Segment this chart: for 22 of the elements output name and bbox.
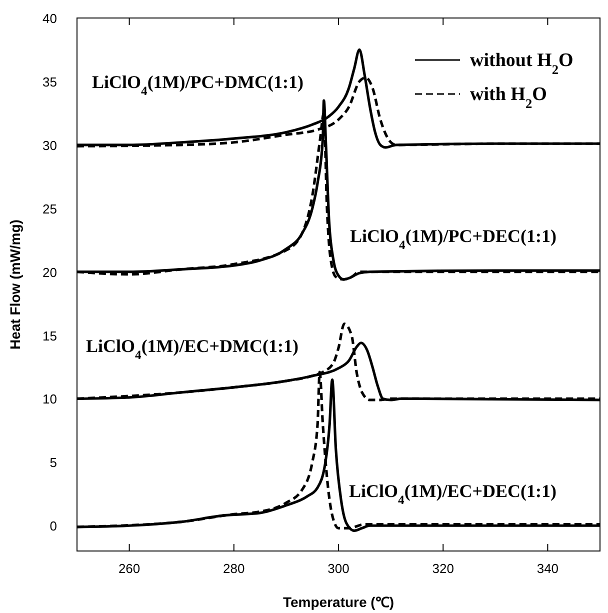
y-tick-label: 35 — [42, 74, 57, 90]
x-tick-label: 320 — [432, 561, 454, 576]
y-tick-label: 30 — [42, 138, 57, 153]
x-tick-label: 260 — [118, 561, 140, 576]
y-tick-label: 15 — [42, 328, 57, 344]
y-axis-title: Heat Flow (mW/mg) — [7, 220, 23, 350]
legend-label: without H$_{2}$O — [470, 50, 574, 76]
x-tick-label: 340 — [536, 561, 559, 576]
x-tick-label: 280 — [223, 561, 245, 576]
y-tick-label: 40 — [42, 11, 57, 26]
x-axis-title: Temperature (℃) — [283, 594, 394, 610]
legend-label: with H$_{2}$O — [470, 84, 547, 110]
annotation: LiClO$_{4}$(1M)/PC+DEC(1:1) — [350, 226, 557, 252]
y-tick-label: 10 — [42, 392, 57, 407]
y-tick-label: 0 — [50, 518, 57, 534]
annotation: LiClO$_{4}$(1M)/EC+DMC(1:1) — [86, 336, 299, 362]
y-tick-label: 25 — [42, 201, 57, 216]
x-tick-label: 300 — [328, 561, 350, 576]
annotation: LiClO$_{4}$(1M)/PC+DMC(1:1) — [92, 72, 304, 98]
y-tick-label: 5 — [50, 455, 57, 470]
y-tick-label: 20 — [42, 264, 57, 280]
annotation: LiClO$_{4}$(1M)/EC+DEC(1:1) — [349, 481, 557, 507]
